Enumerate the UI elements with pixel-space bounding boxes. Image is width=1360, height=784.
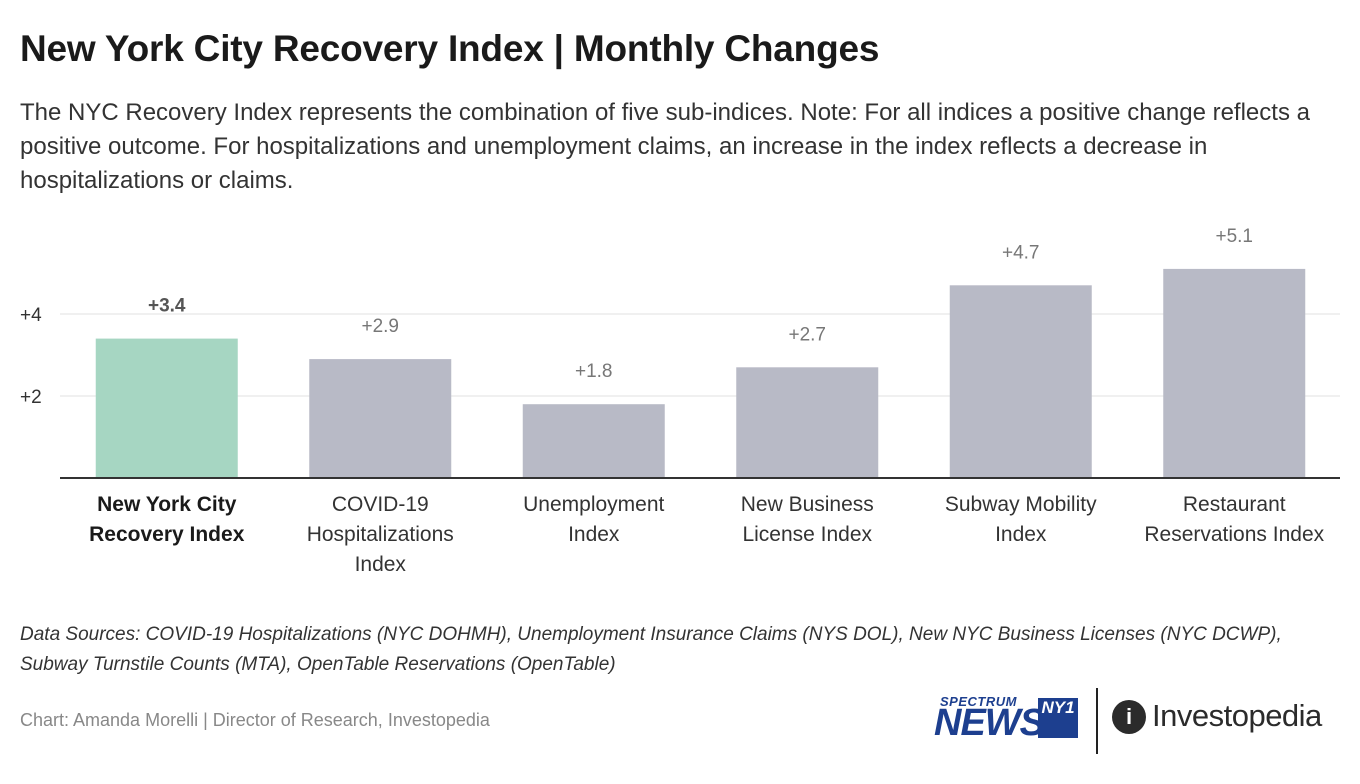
chart-subtitle: The NYC Recovery Index represents the co… bbox=[20, 99, 1310, 194]
logo-divider bbox=[1096, 688, 1098, 754]
bar bbox=[309, 359, 452, 478]
chart-credit: Chart: Amanda Morelli | Director of Rese… bbox=[20, 710, 490, 730]
x-tick-label-line: New York City bbox=[97, 493, 237, 516]
x-tick-label-line: COVID-19 bbox=[331, 493, 429, 516]
data-label: +3.4 bbox=[148, 296, 186, 317]
ny1-badge: NY1 bbox=[1038, 698, 1078, 738]
bar bbox=[1163, 268, 1306, 478]
bar bbox=[949, 285, 1092, 478]
chart-title: New York City Recovery Index | Monthly C… bbox=[20, 28, 880, 69]
x-tick-label-line: License Index bbox=[742, 523, 873, 546]
data-sources-note: Data Sources: COVID-19 Hospitalizations … bbox=[20, 624, 1282, 675]
x-tick-label: COVID-19 Hospitalizations Index bbox=[290, 490, 470, 580]
x-tick-label-line: New Business bbox=[740, 493, 874, 516]
data-label: +1.8 bbox=[575, 361, 613, 382]
spectrum-news-ny1-logo: SPECTRUM NEWS NY1 bbox=[934, 692, 1080, 748]
x-tick-label-line: Index bbox=[354, 553, 406, 576]
data-label: +2.7 bbox=[788, 324, 826, 345]
data-label: +4.7 bbox=[1002, 242, 1040, 263]
data-label: +2.9 bbox=[361, 316, 399, 337]
x-tick-label-line: Restaurant bbox=[1182, 493, 1286, 516]
x-tick-label-line: Index bbox=[995, 523, 1047, 546]
x-tick-label: Restaurant Reservations Index bbox=[1144, 490, 1324, 550]
x-tick-label-line: Reservations Index bbox=[1144, 523, 1325, 546]
news-wordmark: NEWS bbox=[934, 702, 1045, 744]
spectrum-wordmark: SPECTRUM bbox=[940, 694, 1017, 709]
y-tick-label: +2 bbox=[20, 387, 42, 408]
x-tick-label-line: Recovery Index bbox=[89, 523, 245, 546]
bar bbox=[736, 367, 879, 478]
investopedia-wordmark: Investopedia bbox=[1152, 698, 1322, 733]
data-label: +5.1 bbox=[1215, 226, 1253, 247]
x-tick-label-line: Unemployment bbox=[523, 493, 665, 516]
x-tick-label-line: Subway Mobility bbox=[944, 493, 1097, 516]
y-tick-label: +4 bbox=[20, 305, 42, 326]
x-tick-label: New York City Recovery Index bbox=[77, 490, 257, 550]
x-tick-label-line: Index bbox=[568, 523, 620, 546]
x-tick-label: New Business License Index bbox=[717, 490, 897, 550]
investopedia-mark-icon: i bbox=[1112, 700, 1146, 734]
x-tick-label-line: Hospitalizations bbox=[306, 523, 454, 546]
bar bbox=[95, 338, 238, 478]
bar bbox=[522, 404, 665, 478]
x-tick-label: Unemployment Index bbox=[504, 490, 684, 550]
x-tick-label: Subway Mobility Index bbox=[931, 490, 1111, 550]
bar-chart: +2 +4 +3.4 +2.9 +1.8 +2.7 +4.7 +5.1 bbox=[20, 226, 1340, 479]
